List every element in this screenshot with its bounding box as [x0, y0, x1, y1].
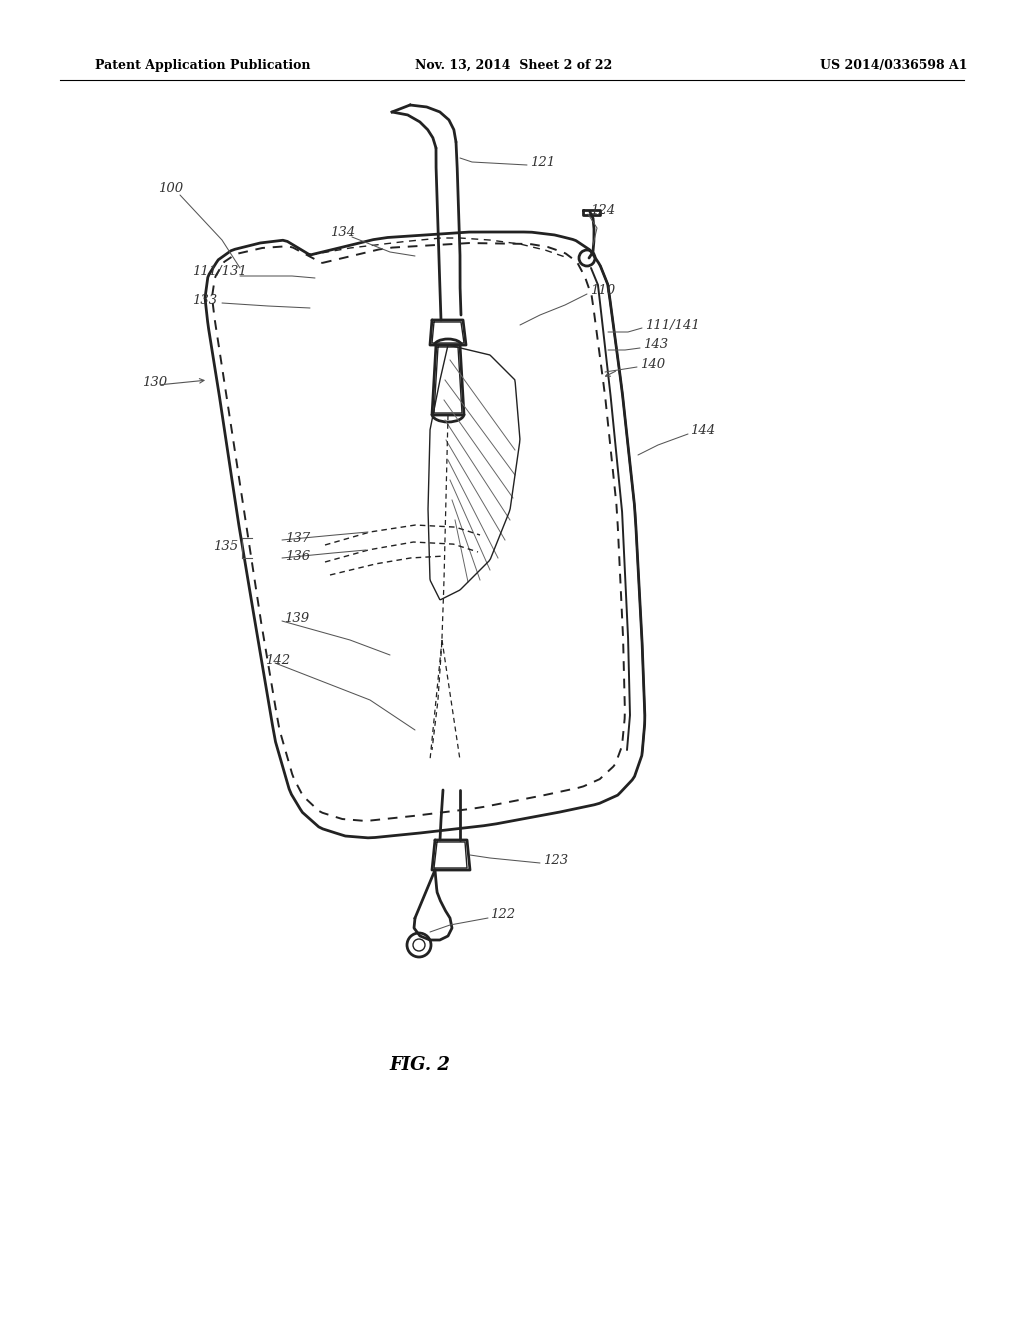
Text: 142: 142 — [265, 653, 290, 667]
Text: 134: 134 — [330, 226, 355, 239]
Text: 139: 139 — [284, 611, 309, 624]
Text: 135: 135 — [213, 540, 238, 553]
Text: 130: 130 — [142, 375, 167, 388]
Text: 140: 140 — [640, 358, 666, 371]
Text: 143: 143 — [643, 338, 668, 351]
Text: 144: 144 — [690, 424, 715, 437]
Text: 123: 123 — [543, 854, 568, 866]
Text: 136: 136 — [285, 549, 310, 562]
Text: 122: 122 — [490, 908, 515, 921]
Text: 111/131: 111/131 — [193, 265, 247, 279]
Text: 121: 121 — [530, 156, 555, 169]
Text: Nov. 13, 2014  Sheet 2 of 22: Nov. 13, 2014 Sheet 2 of 22 — [415, 58, 612, 71]
Text: 137: 137 — [285, 532, 310, 544]
Text: 110: 110 — [590, 284, 615, 297]
Text: 133: 133 — [193, 293, 217, 306]
Text: FIG. 2: FIG. 2 — [389, 1056, 451, 1074]
Text: Patent Application Publication: Patent Application Publication — [95, 58, 310, 71]
Text: 100: 100 — [158, 181, 183, 194]
Text: 111/141: 111/141 — [645, 318, 699, 331]
Text: US 2014/0336598 A1: US 2014/0336598 A1 — [820, 58, 968, 71]
Text: 124: 124 — [590, 203, 615, 216]
